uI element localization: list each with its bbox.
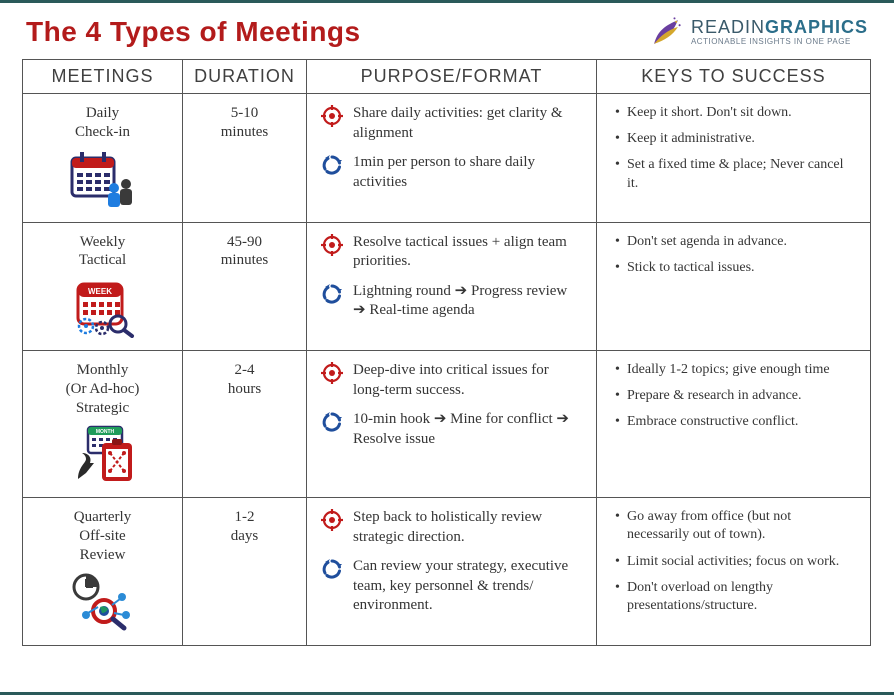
- purpose-cell: Resolve tactical issues + align team pri…: [307, 222, 597, 351]
- purpose-cell: Share daily activities: get clarity & al…: [307, 94, 597, 223]
- key-item: Stick to tactical issues.: [615, 259, 856, 277]
- format-text: 1min per person to share daily activitie…: [353, 153, 582, 192]
- brand-name-prefix: READIN: [691, 17, 765, 37]
- target-icon: [321, 105, 343, 127]
- format-text: 10-min hook ➔ Mine for conflict ➔ Resolv…: [353, 410, 582, 449]
- meeting-name: QuarterlyOff-siteReview: [37, 508, 168, 564]
- purpose-text: Deep-dive into critical issues for long-…: [353, 361, 582, 400]
- duration-cell: 2-4hours: [183, 351, 307, 498]
- key-item: Keep it administrative.: [615, 130, 856, 148]
- svg-text:WEEK: WEEK: [88, 287, 112, 296]
- table-header-row: MEETINGS DURATION PURPOSE/FORMAT KEYS TO…: [23, 60, 871, 94]
- keys-cell: Ideally 1-2 topics; give enough time Prep…: [597, 351, 871, 498]
- col-meetings: MEETINGS: [23, 60, 183, 94]
- key-item: Don't overload on lengthy presentations/…: [615, 579, 856, 615]
- cycle-icon: [321, 283, 343, 305]
- cycle-icon: [321, 411, 343, 433]
- table-row: WeeklyTactical WEEK 45-90minutes Resolve…: [23, 222, 871, 351]
- meeting-illustration-icon: [68, 148, 138, 210]
- col-keys: KEYS TO SUCCESS: [597, 60, 871, 94]
- svg-text:MONTH: MONTH: [95, 429, 114, 435]
- keys-cell: Don't set agenda in advance. Stick to tac…: [597, 222, 871, 351]
- key-item: Prepare & research in advance.: [615, 387, 856, 405]
- duration-cell: 45-90minutes: [183, 222, 307, 351]
- brand-logo-icon: [649, 15, 683, 49]
- meeting-illustration-icon: [68, 571, 138, 633]
- key-item: Don't set agenda in advance.: [615, 233, 856, 251]
- col-duration: DURATION: [183, 60, 307, 94]
- meeting-illustration-icon: WEEK: [68, 276, 138, 338]
- purpose-cell: Step back to holistically review strateg…: [307, 498, 597, 645]
- key-item: Embrace constructive conflict.: [615, 413, 856, 431]
- meeting-cell: Monthly(Or Ad-hoc)Strategic MONTH: [23, 351, 183, 498]
- key-item: Ideally 1-2 topics; give enough time: [615, 361, 856, 379]
- format-text: Lightning round ➔ Progress review ➔ Real…: [353, 282, 582, 321]
- table-row: DailyCheck-in 5-10minutes Share daily ac…: [23, 94, 871, 223]
- table-row: Monthly(Or Ad-hoc)Strategic MONTH 2-4hou…: [23, 351, 871, 498]
- target-icon: [321, 234, 343, 256]
- brand-block: READINGRAPHICS ACTIONABLE INSIGHTS IN ON…: [649, 15, 868, 49]
- key-item: Go away from office (but not necessarily…: [615, 508, 856, 544]
- table-row: QuarterlyOff-siteReview 1-2days Step bac…: [23, 498, 871, 645]
- duration-cell: 1-2days: [183, 498, 307, 645]
- meeting-name: DailyCheck-in: [37, 104, 168, 142]
- meeting-name: WeeklyTactical: [37, 233, 168, 271]
- cycle-icon: [321, 154, 343, 176]
- key-item: Limit social activities; focus on work.: [615, 553, 856, 571]
- meetings-table: MEETINGS DURATION PURPOSE/FORMAT KEYS TO…: [22, 59, 871, 646]
- keys-list: Ideally 1-2 topics; give enough time Prep…: [611, 361, 856, 432]
- keys-list: Go away from office (but not necessarily…: [611, 508, 856, 615]
- meeting-cell: QuarterlyOff-siteReview: [23, 498, 183, 645]
- cycle-icon: [321, 558, 343, 580]
- purpose-cell: Deep-dive into critical issues for long-…: [307, 351, 597, 498]
- keys-cell: Go away from office (but not necessarily…: [597, 498, 871, 645]
- purpose-text: Resolve tactical issues + align team pri…: [353, 233, 582, 272]
- keys-cell: Keep it short. Don't sit down. Keep it ad…: [597, 94, 871, 223]
- header: The 4 Types of Meetings READINGRAPHICS A…: [0, 3, 894, 55]
- meeting-name: Monthly(Or Ad-hoc)Strategic: [37, 361, 168, 417]
- purpose-text: Share daily activities: get clarity & al…: [353, 104, 582, 143]
- format-text: Can review your strategy, executive team…: [353, 557, 582, 616]
- target-icon: [321, 362, 343, 384]
- target-icon: [321, 509, 343, 531]
- meeting-cell: WeeklyTactical WEEK: [23, 222, 183, 351]
- brand-tagline: ACTIONABLE INSIGHTS IN ONE PAGE: [691, 38, 868, 47]
- meeting-illustration-icon: MONTH: [68, 423, 138, 485]
- duration-cell: 5-10minutes: [183, 94, 307, 223]
- brand-name: READINGRAPHICS: [691, 18, 868, 38]
- brand-name-accent: GRAPHICS: [765, 17, 868, 37]
- key-item: Keep it short. Don't sit down.: [615, 104, 856, 122]
- meeting-cell: DailyCheck-in: [23, 94, 183, 223]
- keys-list: Don't set agenda in advance. Stick to tac…: [611, 233, 856, 277]
- key-item: Set a fixed time & place; Never cancel i…: [615, 156, 856, 192]
- col-purpose: PURPOSE/FORMAT: [307, 60, 597, 94]
- purpose-text: Step back to holistically review strateg…: [353, 508, 582, 547]
- keys-list: Keep it short. Don't sit down. Keep it ad…: [611, 104, 856, 193]
- page-title: The 4 Types of Meetings: [26, 16, 361, 48]
